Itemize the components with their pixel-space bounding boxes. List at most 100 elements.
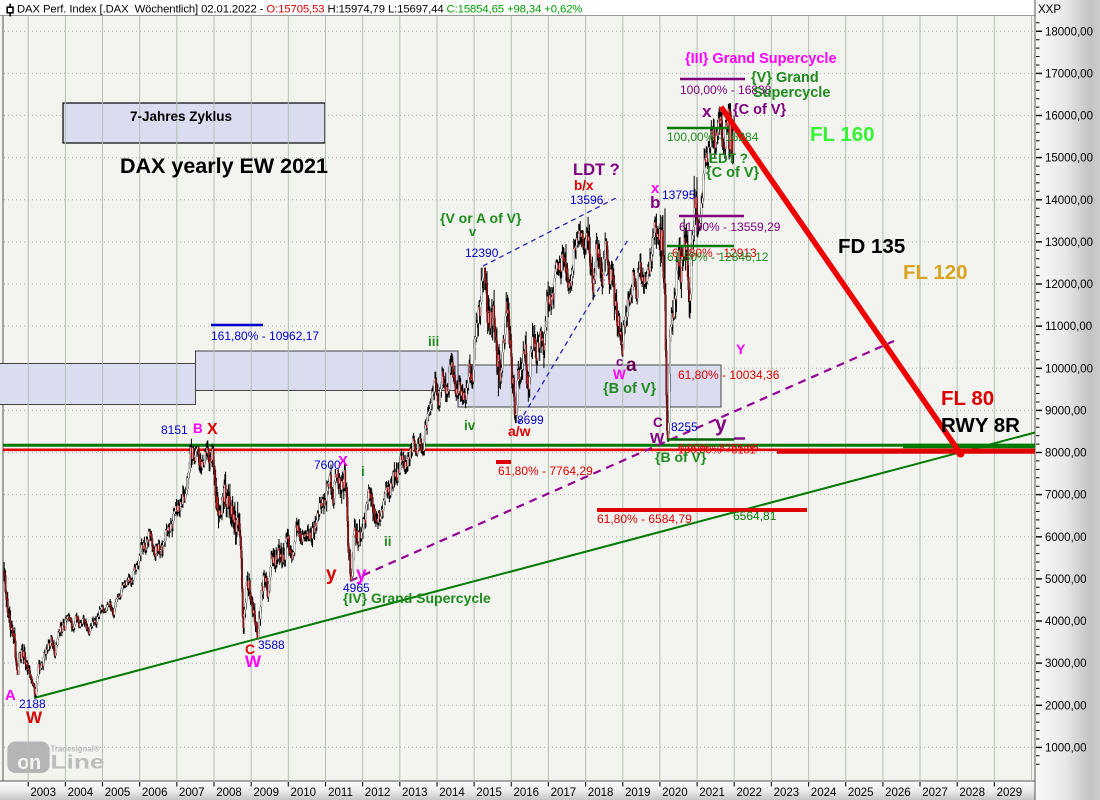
svg-text:161,80% - 10962,17: 161,80% - 10962,17 <box>211 329 319 343</box>
svg-text:v: v <box>469 224 477 239</box>
svg-text:2014: 2014 <box>439 787 465 799</box>
svg-text:{B of V}: {B of V} <box>655 449 707 465</box>
svg-text:13596: 13596 <box>570 193 604 207</box>
svg-text:Line: Line <box>51 753 105 774</box>
svg-text:a/w: a/w <box>508 423 531 439</box>
svg-text:2188: 2188 <box>19 697 46 711</box>
svg-text:i: i <box>361 464 365 479</box>
svg-text:LDT ?: LDT ? <box>573 161 620 179</box>
svg-text:3000,00: 3000,00 <box>1045 658 1087 670</box>
svg-text:3588: 3588 <box>258 638 285 652</box>
svg-text:2019: 2019 <box>625 787 651 799</box>
svg-text:7-Jahres Zyklus: 7-Jahres Zyklus <box>130 109 232 124</box>
svg-text:y: y <box>715 413 727 436</box>
svg-text:61,80% - 13559,29: 61,80% - 13559,29 <box>679 220 781 234</box>
svg-text:W: W <box>613 367 626 382</box>
svg-text:FD 135: FD 135 <box>838 235 905 258</box>
svg-text:100,00% - 16284: 100,00% - 16284 <box>667 130 759 144</box>
svg-text:12390: 12390 <box>465 246 499 260</box>
svg-text:61,80% - 6584,79: 61,80% - 6584,79 <box>597 512 692 526</box>
svg-text:2018: 2018 <box>588 787 614 799</box>
svg-text:1000,00: 1000,00 <box>1045 742 1087 754</box>
svg-text:8151: 8151 <box>161 423 188 437</box>
svg-text:x: x <box>702 102 712 121</box>
svg-text:W: W <box>26 708 43 727</box>
svg-text:4965: 4965 <box>343 581 370 595</box>
svg-text:6000,00: 6000,00 <box>1045 532 1087 544</box>
svg-text:10000,00: 10000,00 <box>1045 363 1093 375</box>
svg-text:B: B <box>193 421 203 436</box>
svg-text:2027: 2027 <box>922 787 948 799</box>
svg-text:7000,00: 7000,00 <box>1045 490 1087 502</box>
svg-text:9000,00: 9000,00 <box>1045 405 1087 417</box>
svg-text:{IV} Grand Supercycle: {IV} Grand Supercycle <box>343 590 491 606</box>
svg-text:2025: 2025 <box>848 787 874 799</box>
svg-text:{V} Grand: {V} Grand <box>751 70 819 86</box>
svg-text:2029: 2029 <box>997 787 1023 799</box>
svg-text:W: W <box>650 430 665 447</box>
svg-text:2024: 2024 <box>811 787 837 799</box>
svg-text:2028: 2028 <box>959 787 985 799</box>
svg-text:2009: 2009 <box>253 787 279 799</box>
svg-text:W: W <box>245 652 262 671</box>
svg-text:iii: iii <box>428 334 439 349</box>
svg-text:c: c <box>616 354 623 369</box>
svg-text:8699: 8699 <box>517 413 544 427</box>
svg-text:100,00% - 16838: 100,00% - 16838 <box>680 83 772 97</box>
svg-text:{III} Grand Supercycle: {III} Grand Supercycle <box>685 51 837 67</box>
svg-text:2015: 2015 <box>476 787 502 799</box>
svg-text:Y: Y <box>736 341 746 357</box>
svg-text:FL 120: FL 120 <box>903 261 968 284</box>
svg-text:2007: 2007 <box>179 787 205 799</box>
svg-text:2016: 2016 <box>514 787 540 799</box>
svg-text:16000,00: 16000,00 <box>1045 111 1093 123</box>
svg-text:11000,00: 11000,00 <box>1045 321 1092 333</box>
svg-text:Tradesignal®: Tradesignal® <box>51 745 100 754</box>
svg-text:on: on <box>17 752 40 774</box>
svg-text:2020: 2020 <box>662 787 688 799</box>
svg-text:2021: 2021 <box>699 787 725 799</box>
svg-text:iv: iv <box>464 418 476 433</box>
svg-text:2022: 2022 <box>736 787 762 799</box>
svg-text:2008: 2008 <box>216 787 242 799</box>
svg-text:2003: 2003 <box>30 787 56 799</box>
svg-text:2012: 2012 <box>365 787 391 799</box>
svg-text:{B of V}: {B of V} <box>603 381 657 397</box>
svg-text:{C of V}: {C of V} <box>733 102 787 118</box>
svg-text:100,00% - 8151: 100,00% - 8151 <box>678 445 756 457</box>
svg-text:DAX yearly EW 2021: DAX yearly EW 2021 <box>120 154 328 178</box>
svg-text:a: a <box>626 355 637 376</box>
svg-text:13000,00: 13000,00 <box>1045 237 1093 249</box>
svg-text:EDT ?: EDT ? <box>709 151 748 166</box>
svg-text:18000,00: 18000,00 <box>1045 26 1093 38</box>
svg-text:2026: 2026 <box>885 787 911 799</box>
svg-text:X: X <box>207 421 218 438</box>
svg-text:Supercycle: Supercycle <box>753 85 830 101</box>
svg-text:x: x <box>651 180 660 197</box>
svg-text:y: y <box>356 564 367 585</box>
svg-text:{V or A of V}: {V or A of V} <box>440 210 522 226</box>
svg-text:17000,00: 17000,00 <box>1045 68 1093 80</box>
svg-text:5000,00: 5000,00 <box>1045 574 1087 586</box>
svg-text:b: b <box>650 193 660 212</box>
svg-text:C: C <box>653 415 663 430</box>
svg-text:X: X <box>338 453 348 470</box>
svg-text:2006: 2006 <box>142 787 168 799</box>
svg-text:7600: 7600 <box>314 458 341 472</box>
svg-text:14000,00: 14000,00 <box>1045 195 1093 207</box>
svg-text:b/x: b/x <box>574 178 594 193</box>
svg-text:2010: 2010 <box>291 787 317 799</box>
svg-text:A: A <box>5 687 16 704</box>
svg-text:FL 160: FL 160 <box>810 123 875 146</box>
svg-text:4000,00: 4000,00 <box>1045 616 1087 628</box>
svg-text:2023: 2023 <box>774 787 800 799</box>
svg-text:RWY 8R: RWY 8R <box>941 414 1020 437</box>
svg-text:2005: 2005 <box>105 787 131 799</box>
svg-text:61,80% - 10034,36: 61,80% - 10034,36 <box>678 368 780 382</box>
svg-text:2004: 2004 <box>68 787 94 799</box>
svg-text:ii: ii <box>384 534 392 549</box>
svg-text:6564,81: 6564,81 <box>733 509 777 523</box>
svg-text:0,00% - 8255,65: 0,00% - 8255,65 <box>678 443 759 455</box>
svg-text:{C of V}: {C of V} <box>706 165 760 181</box>
svg-text:8000,00: 8000,00 <box>1045 448 1087 460</box>
